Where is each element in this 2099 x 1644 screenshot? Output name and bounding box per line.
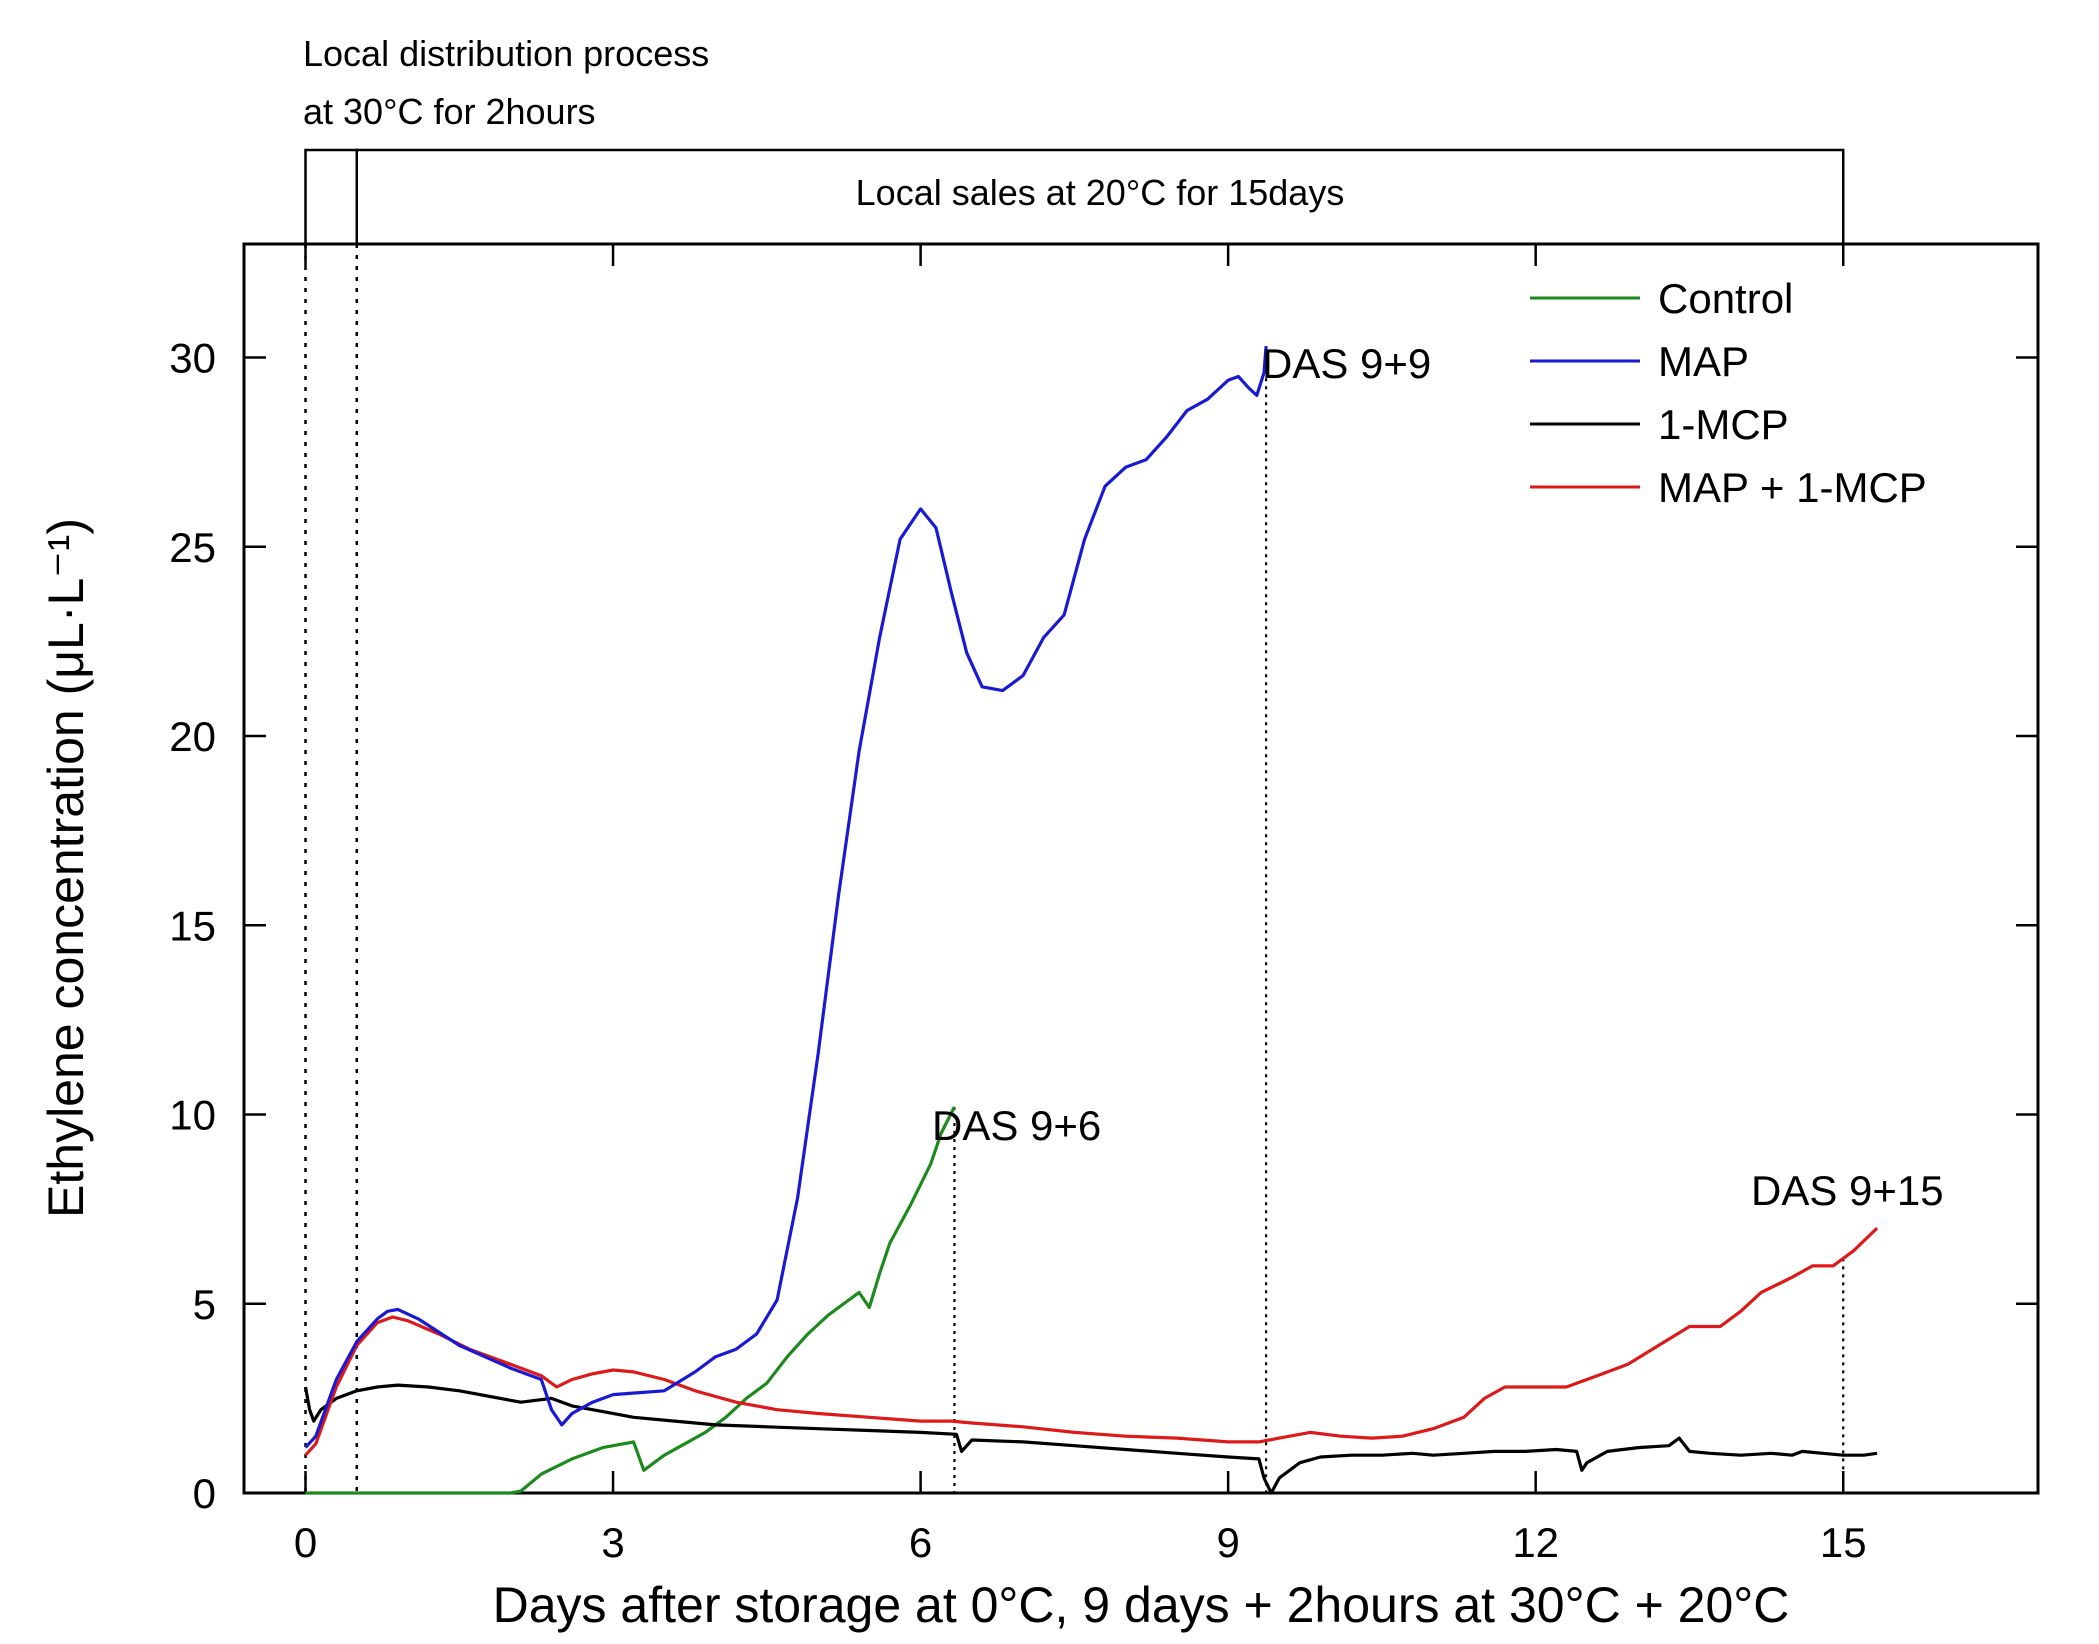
annotation-das-9-6: DAS 9+6	[932, 1102, 1101, 1149]
x-axis-title: Days after storage at 0°C, 9 days + 2hou…	[493, 1577, 1790, 1633]
y-tick-label: 30	[169, 335, 216, 382]
x-tick-label: 6	[909, 1519, 932, 1566]
y-axis-title: Ethylene concentration (μL·L⁻¹)	[38, 518, 94, 1218]
x-tick-label: 0	[294, 1519, 317, 1566]
plot-frame	[242, 242, 2040, 1495]
series-line-1-mcp	[303, 1383, 1878, 1495]
y-tick-label: 25	[169, 524, 216, 571]
y-tick-label: 15	[169, 902, 216, 949]
y-tick-label: 5	[193, 1281, 216, 1328]
stage-box-distribution	[304, 148, 359, 246]
legend-label-control: Control	[1658, 275, 1793, 322]
legend-label-1-mcp: 1-MCP	[1658, 401, 1789, 448]
series-line-map-1-mcp	[304, 1226, 1879, 1457]
annotation-das-9-9: DAS 9+9	[1262, 340, 1431, 387]
legend: Control MAP 1-MCP MAP + 1-MCP	[1530, 275, 1927, 511]
stage-label-distribution-line1: Local distribution process	[303, 33, 709, 74]
annotation-lines	[953, 346, 1845, 1493]
legend-label-map-1-mcp: MAP + 1-MCP	[1658, 464, 1927, 511]
annotation-das-9-15: DAS 9+15	[1751, 1167, 1944, 1214]
x-tick-label: 3	[601, 1519, 624, 1566]
legend-label-map: MAP	[1658, 338, 1749, 385]
stage-dotted-lines	[304, 244, 359, 1493]
y-tick-label: 20	[169, 713, 216, 760]
y-axis: 0 5 10 15 20 25 30	[169, 335, 2038, 1517]
y-tick-label: 10	[169, 1092, 216, 1139]
x-tick-label: 9	[1216, 1519, 1239, 1566]
stage-label-sales: Local sales at 20°C for 15days	[856, 172, 1345, 213]
series-line-control	[305, 1106, 956, 1495]
series-lines	[303, 346, 1879, 1495]
x-tick-label: 15	[1820, 1519, 1867, 1566]
x-axis: 0 3 6 9 12 15	[294, 244, 1867, 1566]
stage-bar: Local distribution process at 30°C for 2…	[303, 33, 1845, 246]
series-line-map	[304, 346, 1268, 1449]
stage-label-distribution-line2: at 30°C for 2hours	[303, 91, 596, 132]
x-tick-label: 12	[1512, 1519, 1559, 1566]
y-tick-label: 0	[193, 1470, 216, 1517]
